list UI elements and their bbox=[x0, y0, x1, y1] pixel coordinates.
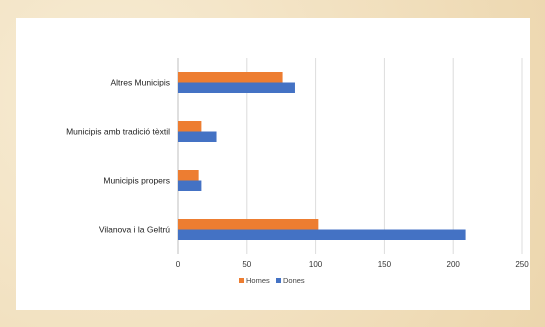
bars-layer bbox=[178, 72, 466, 240]
bar-dones bbox=[178, 180, 202, 191]
x-tick-labels: 0 50 100 150 200 250 bbox=[176, 260, 529, 269]
bar-dones bbox=[178, 131, 217, 142]
x-tick-label: 200 bbox=[447, 260, 461, 269]
legend-swatch-dones bbox=[276, 278, 281, 283]
bar-homes bbox=[178, 121, 202, 132]
category-label: Municipis amb tradició tèxtil bbox=[66, 127, 170, 137]
legend-label-homes: Homes bbox=[246, 276, 270, 285]
x-tick-label: 150 bbox=[378, 260, 392, 269]
x-tick-label: 0 bbox=[176, 260, 181, 269]
category-label: Vilanova i la Geltrú bbox=[99, 225, 170, 235]
legend: Homes Dones bbox=[239, 276, 305, 285]
legend-swatch-homes bbox=[239, 278, 244, 283]
bar-homes bbox=[178, 72, 283, 83]
category-label: Municipis propers bbox=[103, 176, 170, 186]
bar-chart: Altres Municipis Municipis amb tradició t… bbox=[66, 58, 529, 285]
category-labels: Altres Municipis Municipis amb tradició t… bbox=[66, 78, 170, 235]
x-tick-label: 100 bbox=[309, 260, 323, 269]
bar-homes bbox=[178, 170, 199, 181]
bar-dones bbox=[178, 82, 295, 93]
x-tick-label: 50 bbox=[242, 260, 251, 269]
bar-homes bbox=[178, 219, 319, 230]
legend-label-dones: Dones bbox=[283, 276, 305, 285]
x-tick-label: 250 bbox=[515, 260, 529, 269]
bar-dones bbox=[178, 229, 466, 240]
category-label: Altres Municipis bbox=[110, 78, 170, 88]
chart-panel: Altres Municipis Municipis amb tradició t… bbox=[16, 18, 530, 310]
